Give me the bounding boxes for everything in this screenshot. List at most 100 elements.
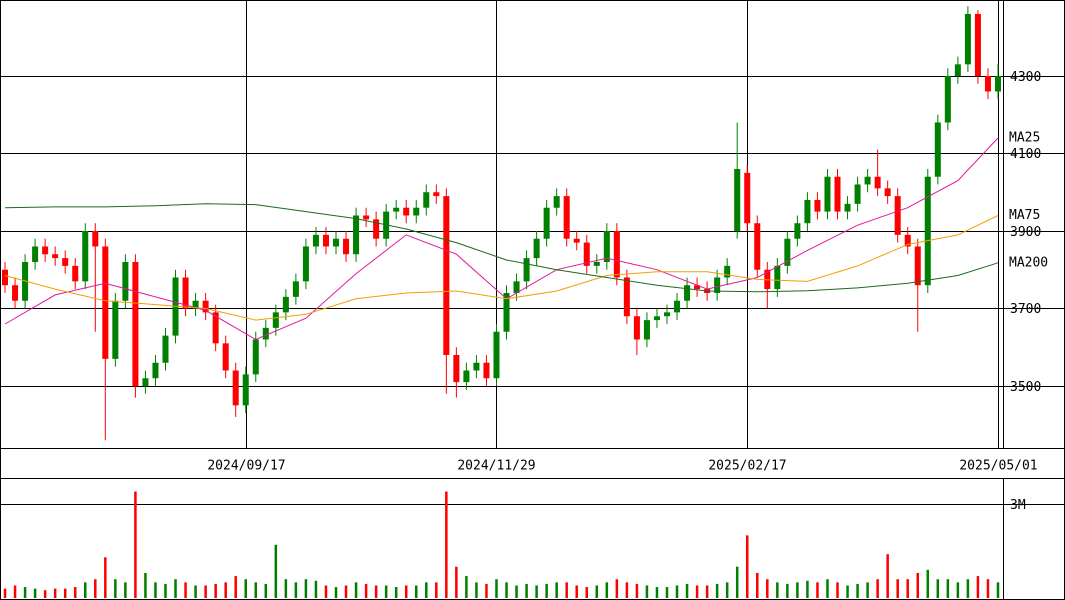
candle-body	[834, 176, 841, 212]
candle-body	[513, 281, 520, 293]
volume-bar	[404, 585, 408, 598]
candle-body	[353, 215, 360, 255]
volume-bar	[284, 579, 288, 598]
volume-bar	[856, 583, 859, 598]
volume-bar	[384, 585, 388, 598]
moving-average	[4, 137, 999, 341]
legend-label: MA75	[1009, 208, 1040, 223]
candle-body	[603, 230, 610, 262]
legend-label: MA200	[1009, 255, 1048, 270]
candle-body	[12, 285, 19, 301]
candle-body	[453, 354, 460, 383]
volume-bar	[986, 579, 990, 598]
volume-bar	[665, 587, 669, 598]
candle-body	[393, 207, 400, 212]
volume-bar	[565, 582, 568, 598]
candle-body	[92, 230, 99, 247]
volume-bar	[605, 582, 609, 598]
volume-bar	[936, 579, 940, 598]
volume-bar	[705, 585, 709, 598]
volume-bar	[134, 491, 137, 598]
candle-body	[543, 207, 550, 239]
candle-body	[734, 168, 741, 231]
candle-body	[984, 75, 991, 92]
volume-bar	[164, 583, 167, 598]
candle-body	[894, 196, 901, 235]
volume-bar	[144, 572, 147, 598]
volume-bar	[655, 587, 659, 598]
volume-bar	[344, 585, 348, 598]
candle-body	[563, 196, 570, 239]
candle-body	[363, 215, 370, 220]
candle-body	[312, 234, 319, 247]
volume-bar	[595, 585, 599, 598]
volume-bar	[545, 583, 548, 598]
volume-bar	[53, 588, 57, 598]
volume-bar	[966, 579, 970, 598]
candle-body	[523, 258, 530, 282]
candle-body	[714, 277, 721, 293]
candle-body	[343, 238, 350, 255]
candle-body	[864, 176, 871, 185]
volume-bar	[675, 585, 679, 598]
candle-body	[302, 246, 309, 282]
volume-bar	[745, 535, 749, 598]
volume-bar	[715, 583, 719, 598]
volume-bar	[194, 585, 197, 598]
candle-body	[633, 316, 640, 340]
candle-body	[804, 199, 811, 224]
candle-body	[152, 362, 159, 379]
volume-bar	[836, 582, 839, 598]
candle-body	[934, 122, 941, 177]
volume-bar	[585, 587, 589, 598]
volume-bar	[104, 557, 107, 598]
candle-body	[52, 254, 59, 259]
candle-body	[643, 320, 650, 340]
moving-average	[4, 215, 999, 321]
candle-body	[32, 246, 39, 262]
candle-body	[533, 238, 540, 259]
candle-body	[774, 265, 781, 290]
volume-bar	[906, 579, 909, 598]
volume-bar	[786, 583, 789, 598]
volume-bar	[264, 583, 268, 598]
volume-bar	[445, 491, 448, 598]
volume-bar	[435, 582, 438, 598]
volume-bar	[685, 583, 689, 598]
volume-bar	[73, 587, 77, 598]
volume-bar	[996, 582, 1000, 598]
candle-body	[784, 238, 791, 266]
candle-body	[593, 261, 600, 266]
volume-bar	[946, 579, 950, 598]
y-tick-label: 3M	[1010, 498, 1026, 513]
volume-bar	[304, 579, 308, 598]
volume-bar	[615, 579, 619, 598]
volume-bar	[174, 579, 177, 598]
candle-body	[914, 246, 921, 286]
candle-body	[904, 234, 911, 247]
candle-body	[663, 312, 671, 317]
candle-body	[483, 362, 490, 379]
y-tick-label: 3900	[1010, 225, 1041, 240]
volume-bar	[184, 582, 187, 598]
volume-bar	[475, 582, 478, 598]
volume-bar	[625, 582, 629, 598]
volume-bar	[735, 566, 739, 598]
volume-bar	[645, 585, 649, 598]
candle-body	[242, 374, 249, 406]
candle-body	[503, 292, 510, 332]
volume-bar	[364, 583, 368, 598]
volume-bar	[324, 585, 328, 598]
candle-body	[684, 285, 691, 301]
volume-bar	[3, 588, 7, 598]
candle-body	[553, 196, 560, 208]
candle-body	[653, 316, 660, 321]
candle-body	[884, 188, 891, 197]
volume-bar	[575, 585, 578, 598]
candle-body	[373, 219, 380, 239]
candle-body	[62, 258, 69, 266]
legend-label: MA25	[1009, 130, 1040, 145]
candle-body	[974, 13, 981, 76]
candle-body	[72, 265, 79, 282]
volume-bar	[535, 585, 538, 598]
